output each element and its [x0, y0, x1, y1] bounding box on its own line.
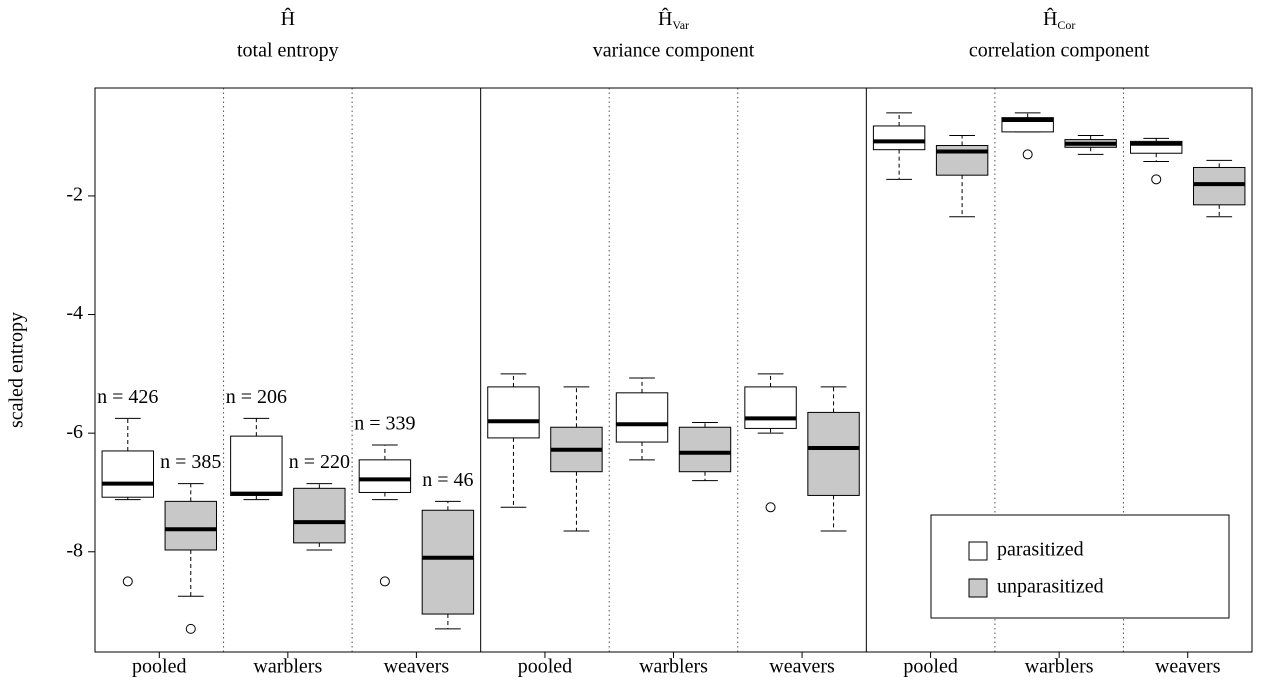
box	[230, 435, 283, 496]
legend-swatch	[968, 541, 988, 561]
box	[744, 386, 797, 429]
box	[615, 392, 669, 443]
box	[358, 459, 412, 493]
box	[101, 450, 154, 498]
x-tick-label: warblers	[1025, 656, 1094, 678]
outlier	[185, 623, 196, 634]
panel-subtitle: correlation component	[969, 40, 1150, 62]
box	[678, 426, 732, 473]
box	[1130, 140, 1183, 154]
panel-subtitle: variance component	[593, 40, 755, 62]
outlier	[1022, 149, 1033, 160]
y-axis-label: scaled entropy	[6, 312, 28, 428]
box	[421, 509, 475, 615]
y-tick-label: -8	[66, 539, 83, 561]
panel-title-symbol: Ĥ	[1043, 7, 1057, 30]
x-tick-label: weavers	[769, 656, 835, 678]
box	[807, 411, 860, 496]
n-label: n = 46	[422, 469, 473, 491]
x-tick-label: warblers	[639, 656, 708, 678]
x-tick-label: weavers	[384, 656, 450, 678]
outlier	[122, 576, 133, 587]
n-label: n = 385	[160, 451, 221, 473]
x-tick-label: weavers	[1155, 656, 1221, 678]
plot-frame	[94, 87, 1253, 653]
panel-title-subscript: Cor	[1057, 18, 1075, 32]
outlier	[379, 576, 390, 587]
panel-subtitle: total entropy	[237, 40, 339, 62]
legend-label: unparasitized	[997, 576, 1104, 598]
n-label: n = 220	[289, 451, 350, 473]
panel-title-symbol: Ĥ	[658, 7, 672, 30]
panel-title-symbol: Ĥ	[281, 7, 295, 30]
x-tick-label: pooled	[903, 656, 957, 678]
box	[487, 386, 540, 439]
n-label: n = 339	[354, 413, 415, 435]
legend-frame	[930, 514, 1230, 619]
y-tick-label: -4	[66, 302, 83, 324]
legend-label: parasitized	[997, 539, 1084, 561]
x-tick-label: pooled	[518, 656, 572, 678]
outlier	[1151, 174, 1162, 185]
box	[872, 125, 926, 151]
panel-title: Ĥ	[281, 7, 295, 30]
box	[164, 500, 217, 551]
x-tick-label: pooled	[132, 656, 186, 678]
legend-swatch	[968, 578, 988, 598]
panel-title-subscript: Var	[672, 18, 689, 32]
y-tick-label: -6	[66, 421, 83, 443]
box	[1193, 166, 1246, 206]
y-tick-label: -2	[66, 184, 83, 206]
panel-title: ĤVar	[658, 7, 689, 32]
n-label: n = 206	[226, 386, 287, 408]
x-tick-label: warblers	[253, 656, 322, 678]
n-label: n = 426	[97, 386, 158, 408]
box	[293, 487, 346, 544]
panel-title: ĤCor	[1043, 7, 1075, 32]
outlier	[765, 502, 776, 513]
